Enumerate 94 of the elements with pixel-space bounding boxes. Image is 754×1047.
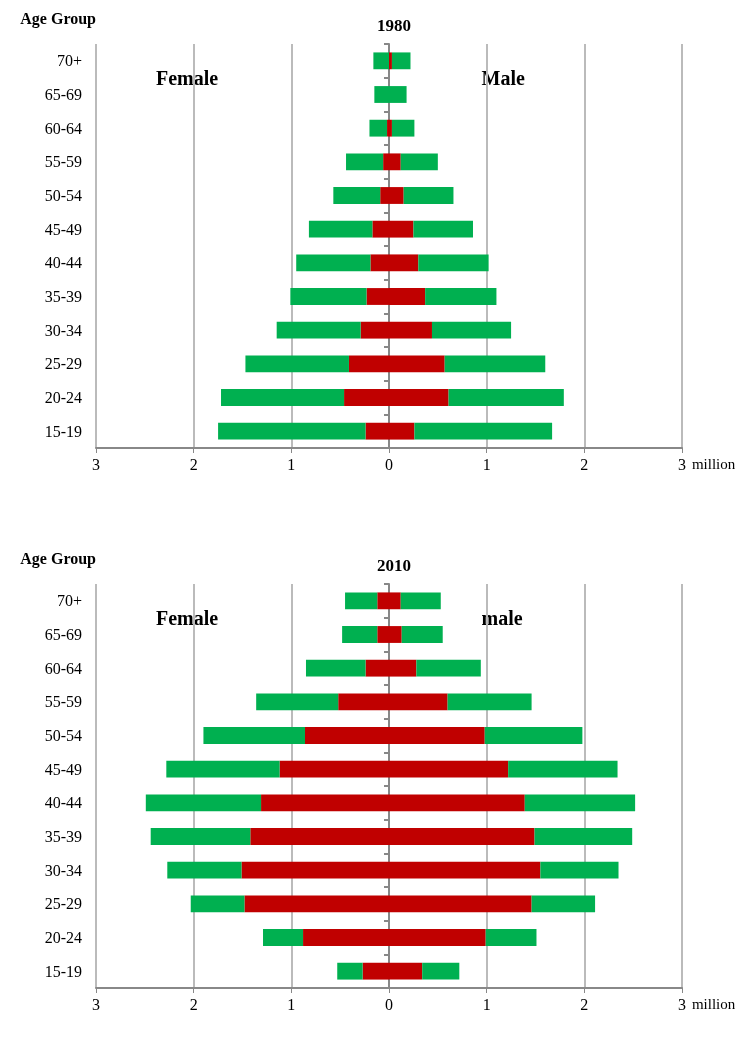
bar bbox=[508, 760, 618, 778]
bar bbox=[342, 626, 378, 643]
bar bbox=[290, 288, 367, 305]
bar bbox=[221, 389, 345, 406]
bar bbox=[256, 693, 339, 711]
bar bbox=[276, 321, 361, 339]
x-tick-label: 2 bbox=[580, 995, 589, 1013]
bar bbox=[145, 794, 262, 812]
y-tick-label: 55-59 bbox=[44, 153, 82, 171]
y-tick-label: 20-24 bbox=[44, 389, 82, 406]
y-tick-label: 30-34 bbox=[44, 321, 82, 339]
bar bbox=[150, 828, 251, 845]
bar bbox=[431, 321, 512, 339]
chart-title: 2010 bbox=[377, 556, 411, 575]
y-tick-label: 25-29 bbox=[44, 895, 82, 913]
bar bbox=[534, 828, 633, 845]
bar bbox=[401, 626, 443, 643]
y-tick-label: 35-39 bbox=[44, 288, 82, 305]
bar bbox=[484, 727, 583, 744]
x-tick-label: 2 bbox=[189, 995, 198, 1013]
bar bbox=[373, 52, 389, 70]
bar bbox=[448, 389, 564, 406]
y-tick-label: 20-24 bbox=[44, 929, 82, 946]
bar bbox=[540, 861, 619, 879]
bar bbox=[308, 220, 373, 238]
bar bbox=[531, 895, 596, 913]
x-tick-label: 3 bbox=[678, 455, 686, 473]
x-tick-label: 0 bbox=[385, 455, 393, 473]
bar bbox=[167, 861, 242, 879]
y-tick-label: 70+ bbox=[56, 52, 82, 70]
x-tick-label: 1 bbox=[482, 455, 491, 473]
x-tick-label: 3 bbox=[92, 995, 100, 1013]
y-tick-label: 40-44 bbox=[44, 794, 82, 812]
bar bbox=[263, 929, 304, 946]
y-tick-label: 25-29 bbox=[44, 355, 82, 373]
bar bbox=[389, 52, 392, 70]
bar bbox=[425, 288, 497, 305]
x-tick-label: 1 bbox=[287, 995, 296, 1013]
bar bbox=[369, 119, 388, 137]
bar bbox=[418, 254, 489, 272]
y-tick-label: 15-19 bbox=[44, 962, 82, 980]
bar bbox=[400, 153, 438, 171]
bar bbox=[333, 187, 381, 204]
y-tick-label: 65-69 bbox=[44, 86, 82, 103]
bar bbox=[524, 794, 636, 812]
y-tick-label: 45-49 bbox=[44, 220, 82, 238]
bar bbox=[245, 355, 349, 373]
y-axis-title: Age Group bbox=[20, 9, 97, 28]
x-tick-label: 2 bbox=[580, 455, 589, 473]
x-axis-title: million bbox=[691, 455, 736, 472]
y-axis-title: Age Group bbox=[20, 549, 97, 568]
x-tick-label: 1 bbox=[482, 995, 491, 1013]
x-tick-label: 0 bbox=[385, 995, 393, 1013]
bar bbox=[414, 422, 553, 440]
y-tick-label: 70+ bbox=[56, 592, 82, 610]
bar bbox=[416, 659, 481, 677]
bar bbox=[218, 422, 366, 440]
bar bbox=[337, 962, 363, 980]
y-tick-label: 15-19 bbox=[44, 422, 82, 440]
annotation: Female bbox=[156, 607, 219, 629]
y-tick-label: 65-69 bbox=[44, 626, 82, 643]
x-axis-title: million bbox=[691, 995, 736, 1012]
x-tick-label: 2 bbox=[189, 455, 198, 473]
bar bbox=[305, 659, 366, 677]
bar bbox=[345, 592, 378, 610]
bar bbox=[190, 895, 245, 913]
bar bbox=[296, 254, 371, 272]
bar bbox=[485, 929, 537, 946]
bar bbox=[391, 119, 415, 137]
x-tick-label: 3 bbox=[92, 455, 100, 473]
bar bbox=[346, 153, 384, 171]
bar bbox=[413, 220, 473, 238]
y-tick-label: 50-54 bbox=[44, 727, 82, 744]
bar bbox=[447, 693, 532, 711]
bar bbox=[444, 355, 546, 373]
bar bbox=[391, 52, 411, 70]
y-tick-label: 50-54 bbox=[44, 187, 82, 204]
y-tick-label: 30-34 bbox=[44, 861, 82, 879]
chart-title: 1980 bbox=[377, 16, 411, 35]
bar bbox=[203, 727, 306, 744]
bar bbox=[422, 962, 460, 980]
y-tick-label: 35-39 bbox=[44, 828, 82, 845]
x-tick-label: 3 bbox=[678, 995, 686, 1013]
y-tick-label: 60-64 bbox=[44, 659, 82, 677]
x-tick-label: 1 bbox=[287, 455, 296, 473]
y-tick-label: 60-64 bbox=[44, 119, 82, 137]
y-tick-label: 40-44 bbox=[44, 254, 82, 272]
y-tick-label: 55-59 bbox=[44, 693, 82, 711]
bar bbox=[400, 592, 441, 610]
y-tick-label: 45-49 bbox=[44, 760, 82, 778]
annotation: Female bbox=[156, 67, 219, 89]
bar bbox=[166, 760, 280, 778]
annotation: male bbox=[481, 607, 523, 629]
bar bbox=[403, 187, 454, 204]
